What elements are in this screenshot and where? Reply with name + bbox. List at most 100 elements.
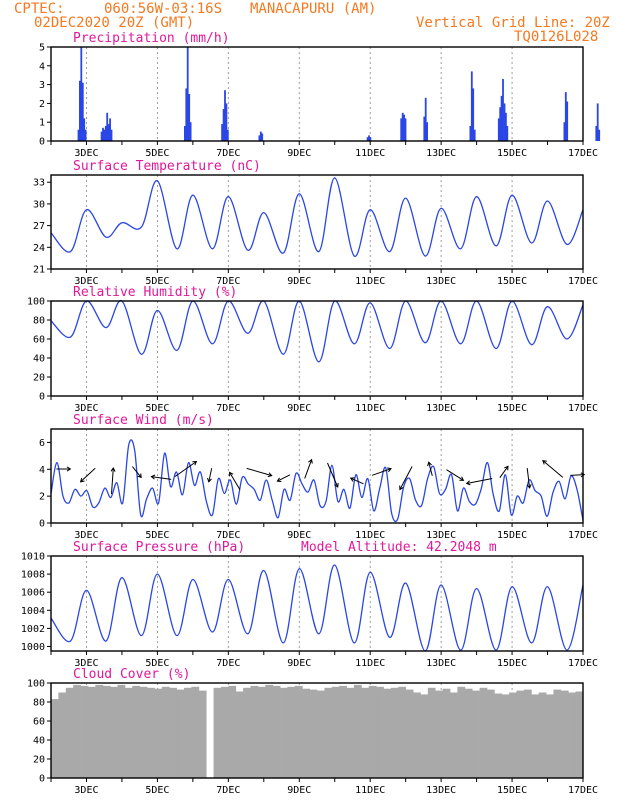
- precip-bar: [369, 137, 372, 141]
- precip-xtick-label: 7DEC: [216, 148, 240, 159]
- cloud-bar: [435, 690, 444, 778]
- cloud-bar: [472, 690, 480, 778]
- cloud-bar: [250, 685, 259, 778]
- wind-frame: [50, 428, 584, 524]
- temp-xtick-label: 7DEC: [216, 276, 240, 287]
- temp-title: Surface Temperature (nC): [73, 159, 261, 174]
- cloud-bar: [339, 685, 347, 778]
- precip-bar: [189, 122, 192, 141]
- cloud-ytick-label: 20: [33, 755, 45, 766]
- cloud-bar: [51, 699, 59, 778]
- pres-annotation: Model Altitude: 42.2048 m: [301, 540, 497, 555]
- rh-xtick-label: 11DEC: [355, 403, 385, 414]
- temp-ytick-label: 33: [33, 178, 45, 189]
- precip-bar: [499, 107, 502, 141]
- cloud-bar: [309, 689, 318, 778]
- wind-xtick-label: 17DEC: [568, 530, 598, 541]
- rh-title: Relative Humidity (%): [73, 285, 237, 300]
- cloud-bar: [553, 689, 562, 778]
- wind-arrow-head: [349, 477, 355, 482]
- cloud-bar: [353, 684, 362, 778]
- pres-xtick-label: 13DEC: [426, 658, 456, 669]
- pres-ytick-label: 1010: [21, 552, 45, 563]
- cloud-bar: [228, 685, 237, 778]
- precip-bar: [473, 129, 476, 141]
- cloud-bar: [383, 688, 392, 778]
- cloud-bar: [95, 684, 104, 778]
- precip-bar: [110, 129, 113, 141]
- rh-line: [50, 300, 584, 363]
- cloud-bar: [376, 686, 384, 778]
- temp-ytick-label: 21: [33, 265, 45, 276]
- cloud-bar: [272, 685, 281, 778]
- cloud-bar: [390, 687, 399, 779]
- cloud-bar: [331, 686, 340, 778]
- cloud-bar: [132, 685, 141, 778]
- precip-title: Precipitation (mm/h): [73, 31, 230, 46]
- cloud-bar: [220, 686, 229, 778]
- cloud-bar: [427, 687, 436, 779]
- pres-panel: Surface Pressure (hPa) Model Altitude: 42…: [21, 540, 598, 669]
- wind-xtick-label: 3DEC: [74, 530, 98, 541]
- precip-bar: [222, 109, 225, 141]
- pres-ytick-label: 1004: [21, 606, 45, 617]
- wind-arrow-head: [229, 471, 234, 477]
- wind-arrow-head: [110, 467, 116, 472]
- wind-ytick-label: 0: [39, 519, 45, 530]
- precip-bar: [226, 129, 229, 141]
- cloud-bar: [479, 687, 488, 779]
- wind-xtick-label: 15DEC: [497, 530, 527, 541]
- wind-panel: Surface Wind (m/s) 0 2 4 6 3DEC 5DEC 7DEC 9DEC 11…: [39, 413, 598, 541]
- precip-bar: [225, 103, 228, 141]
- precip-bar: [184, 126, 186, 141]
- precip-bar: [596, 103, 599, 141]
- cloud-xtick-label: 7DEC: [216, 785, 240, 796]
- precip-bar: [106, 112, 109, 141]
- precip-bar: [506, 126, 509, 141]
- precip-bar: [100, 131, 103, 141]
- cloud-bar: [287, 686, 296, 778]
- cloud-bar: [139, 686, 148, 778]
- wind-arrow-head: [526, 484, 532, 489]
- rh-xtick-label: 5DEC: [145, 403, 169, 414]
- cloud-bar: [302, 688, 311, 778]
- cloud-bar: [413, 692, 421, 778]
- cloud-bar: [265, 684, 274, 778]
- precip-bar: [258, 135, 261, 141]
- wind-arrow-head: [192, 460, 198, 466]
- precip-xtick-label: 15DEC: [497, 148, 527, 159]
- wind-arrow-head: [542, 459, 547, 465]
- precip-bar: [259, 131, 262, 141]
- precip-bar: [595, 126, 598, 141]
- wind-arrow-head: [79, 477, 85, 483]
- wind-arrow: [80, 467, 96, 483]
- cloud-bar: [560, 690, 569, 778]
- temp-xtick-label: 15DEC: [497, 276, 527, 287]
- cloud-ytick-label: 80: [33, 698, 45, 709]
- precip-bar: [224, 90, 226, 141]
- wind-arrow-head: [207, 477, 212, 483]
- cloud-bar: [494, 693, 503, 778]
- cloud-bar: [486, 689, 495, 778]
- temp-xtick-label: 11DEC: [355, 276, 385, 287]
- cloud-xtick-label: 15DEC: [497, 785, 527, 796]
- rh-xtick-label: 13DEC: [426, 403, 456, 414]
- pres-ytick-label: 1006: [21, 588, 45, 599]
- cloud-bar: [184, 687, 192, 779]
- cloud-bar: [509, 692, 517, 778]
- pres-ytick-label: 1002: [21, 624, 45, 635]
- cloud-bar: [191, 686, 200, 778]
- precip-bar: [84, 129, 87, 141]
- wind-arrow-head: [334, 482, 339, 488]
- wind-xtick-label: 7DEC: [216, 530, 240, 541]
- precip-panel: Precipitation (mm/h) 0 1 2 3 4 5 3DEC 5DEC 7DEC 9D…: [39, 31, 601, 159]
- precip-ytick-label: 2: [39, 99, 45, 110]
- cloud-bar: [523, 689, 532, 778]
- temp-xtick-label: 17DEC: [568, 276, 598, 287]
- wind-arrow: [327, 462, 339, 488]
- cloud-bar: [324, 687, 333, 779]
- cloud-xtick-label: 13DEC: [426, 785, 456, 796]
- pres-xtick-label: 9DEC: [287, 658, 311, 669]
- cloud-title: Cloud Cover (%): [73, 667, 190, 682]
- wind-arrow-head: [66, 466, 72, 472]
